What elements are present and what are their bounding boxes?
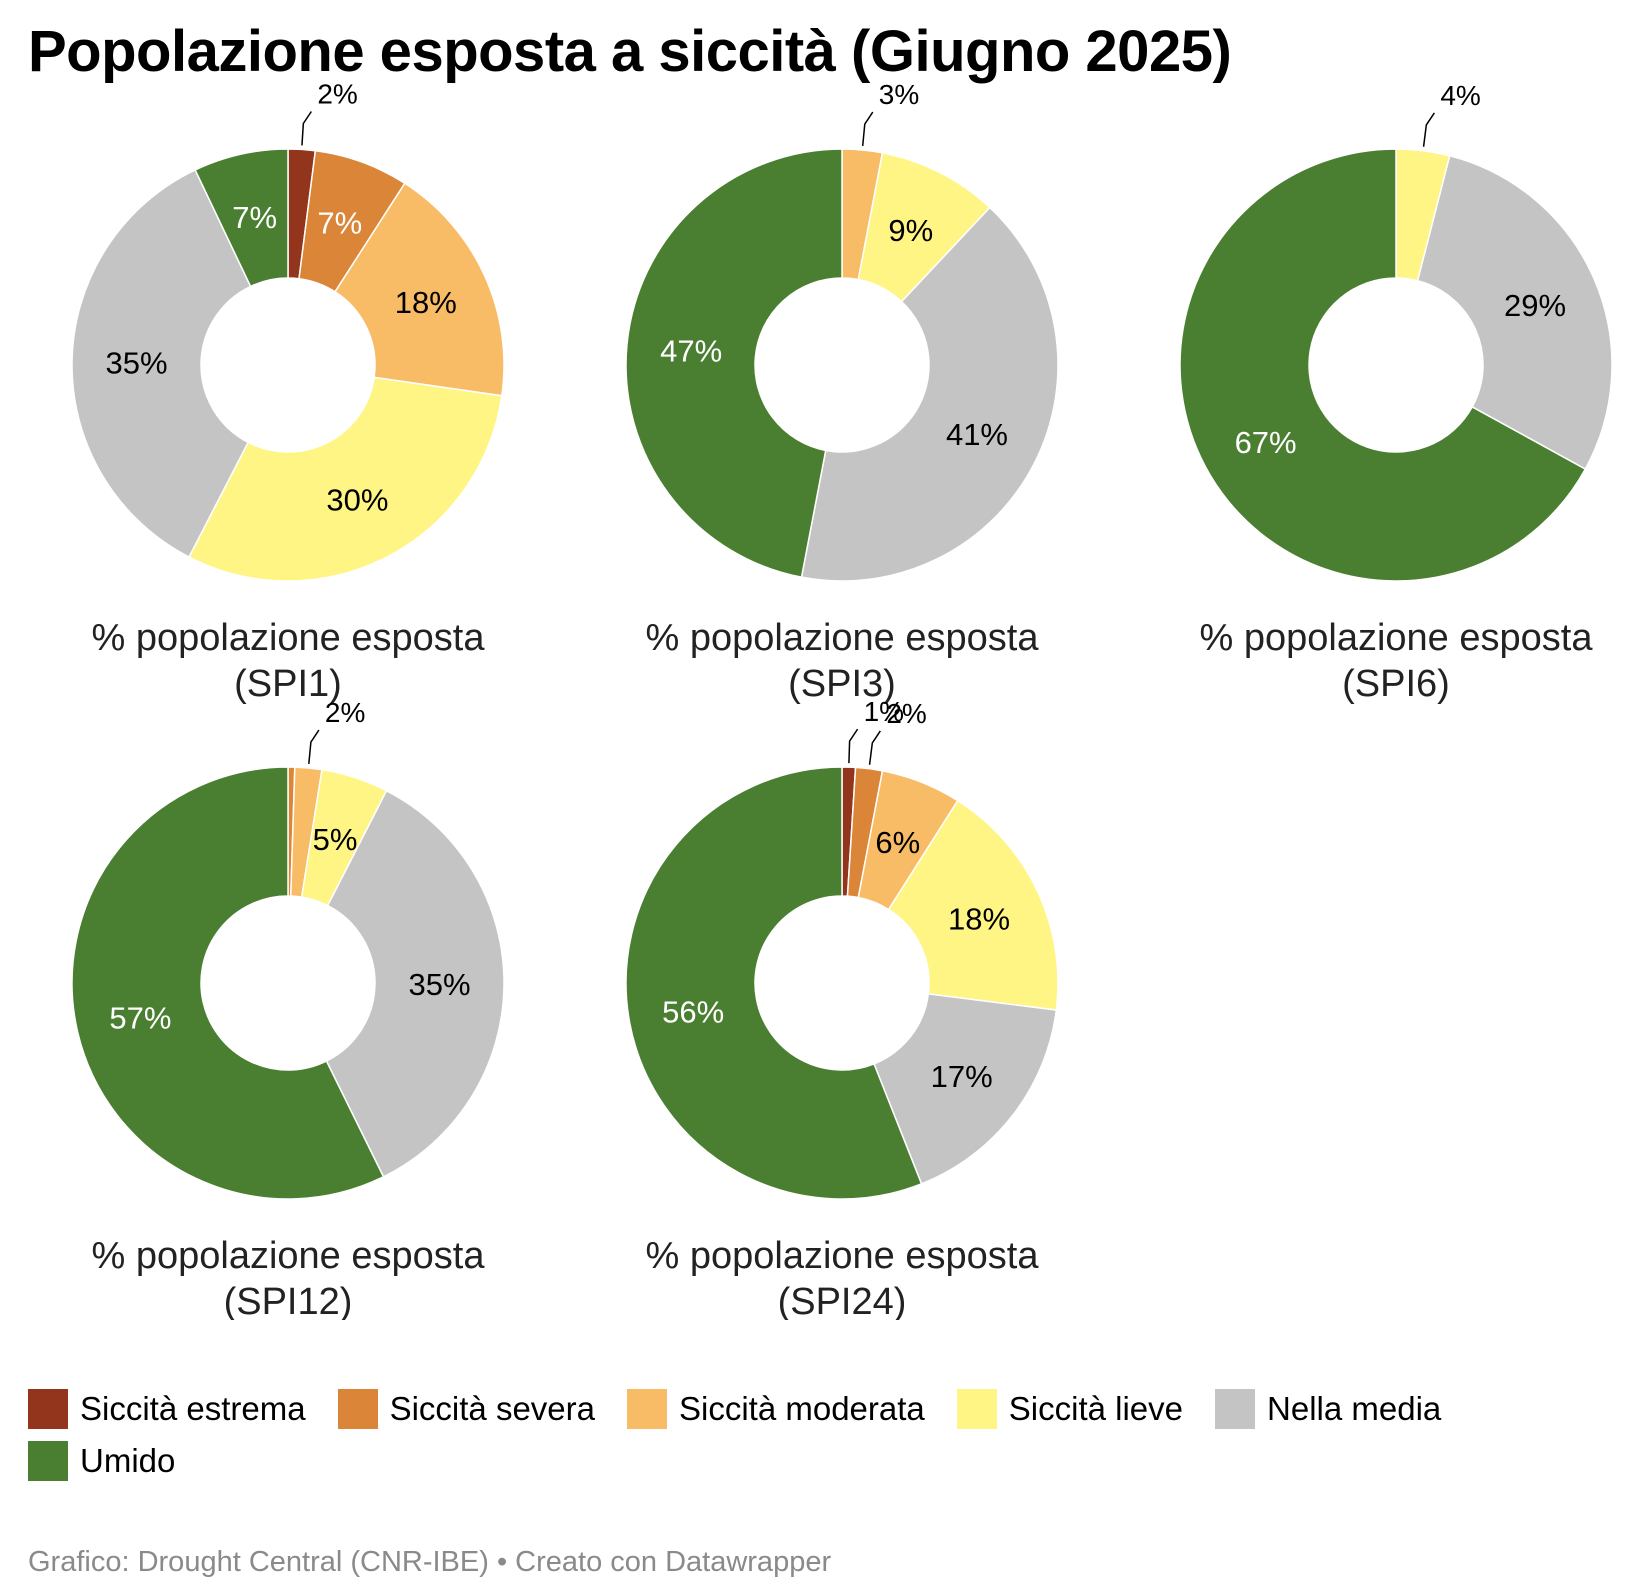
legend-item: Umido: [28, 1440, 175, 1482]
legend-swatch: [28, 1389, 68, 1429]
donut-chart-4: 2% 5% 35% 57% % popolazione esposta (SPI12): [71, 697, 505, 1320]
donut-slice: [325, 789, 505, 1178]
slice-label: 30%: [326, 483, 388, 518]
leader-line: [868, 730, 881, 765]
slice-label: 56%: [662, 994, 724, 1029]
legend-label: Siccità estrema: [80, 1390, 306, 1427]
leader-line: [301, 111, 312, 146]
slice-label: 1%: [864, 696, 904, 727]
slice-label: 57%: [109, 1000, 171, 1035]
legend-item: Siccità lieve: [956, 1388, 1184, 1430]
donut-slice: [625, 148, 843, 579]
leader-line: [848, 728, 859, 764]
donut-charts: 2% 7% 18% 30% 35% 7% % popolazione esposta (SPI…: [71, 78, 1613, 1320]
chart-subtitle: % popolazione esposta (SPI3): [646, 617, 1040, 705]
slice-label: 17%: [931, 1059, 993, 1094]
slice-label: 35%: [105, 346, 167, 381]
donut-slice: [71, 766, 385, 1200]
legend-label: Umido: [80, 1442, 176, 1479]
slice-label: 2%: [317, 78, 357, 109]
donut-slice: [625, 766, 923, 1200]
slice-label: 6%: [875, 825, 920, 860]
legend-swatch: [956, 1389, 997, 1429]
chart-subtitle: % popolazione esposta (SPI12): [92, 1235, 486, 1320]
leader-line: [861, 111, 874, 147]
chart-subtitle: % popolazione esposta (SPI24): [646, 1235, 1040, 1320]
chart-subtitle: % popolazione esposta (SPI6): [1200, 617, 1594, 705]
slice-label: 7%: [232, 200, 277, 235]
chart-subtitle: % popolazione esposta (SPI1): [92, 617, 486, 705]
slice-label: 2%: [325, 697, 365, 728]
legend-item: Siccità moderata: [627, 1388, 925, 1430]
legend-label: Siccità severa: [389, 1390, 595, 1427]
slice-label: 5%: [313, 822, 358, 857]
slice-label: 3%: [879, 79, 919, 110]
slice-label: 47%: [660, 334, 722, 369]
donut-slice: [333, 182, 505, 397]
slice-label: 2%: [886, 698, 926, 729]
leader-line: [308, 729, 320, 765]
donut-chart-5: 1%2% 6% 18% 17% 56% % popolazione esposta (SPI…: [625, 696, 1059, 1320]
legend-item: Siccità severa: [337, 1388, 595, 1430]
donut-slice: [188, 376, 503, 582]
donut-slice: [800, 206, 1059, 582]
legend-swatch: [28, 1441, 68, 1481]
donut-slice: [887, 799, 1059, 1011]
legend: Siccità estrema Siccità severa Siccità mod…: [28, 1388, 1588, 1482]
legend-item: Siccità estrema: [28, 1388, 306, 1430]
donut-slice: [194, 148, 289, 288]
slice-label: 18%: [395, 285, 457, 320]
donut-slice: [873, 993, 1058, 1185]
slice-label: 35%: [408, 967, 470, 1002]
legend-swatch: [337, 1389, 378, 1429]
slice-label: 4%: [1440, 80, 1480, 111]
slice-label: 29%: [1504, 288, 1566, 323]
legend-label: Siccità lieve: [1008, 1390, 1184, 1427]
slice-label: 67%: [1235, 425, 1297, 460]
donut-chart-3: 4% 29% 67% % popolazione esposta (SPI6): [1179, 80, 1613, 705]
legend-swatch: [627, 1389, 667, 1429]
leader-line: [1422, 112, 1435, 147]
slice-label: 18%: [948, 901, 1010, 936]
donut-slice: [1179, 148, 1587, 582]
slice-label: 7%: [317, 206, 362, 241]
legend-item: Nella media: [1215, 1388, 1441, 1430]
slice-label: 9%: [888, 213, 933, 248]
legend-label: Siccità moderata: [679, 1390, 925, 1427]
legend-label: Nella media: [1267, 1390, 1442, 1427]
donut-slice: [1416, 154, 1613, 471]
donut-slice: [71, 168, 252, 558]
donut-chart-2: 3% 9% 41% 47% % popolazione esposta (SPI3): [625, 79, 1059, 705]
donut-chart-1: 2% 7% 18% 30% 35% 7% % popolazione esposta (SPI…: [71, 78, 505, 705]
source-footer: Grafico: Drought Central (CNR-IBE) • Cre…: [28, 1546, 832, 1578]
slice-label: 41%: [946, 417, 1008, 452]
chart-title: Popolazione esposta a siccità (Giugno 20…: [28, 19, 1232, 84]
legend-swatch: [1215, 1389, 1256, 1429]
